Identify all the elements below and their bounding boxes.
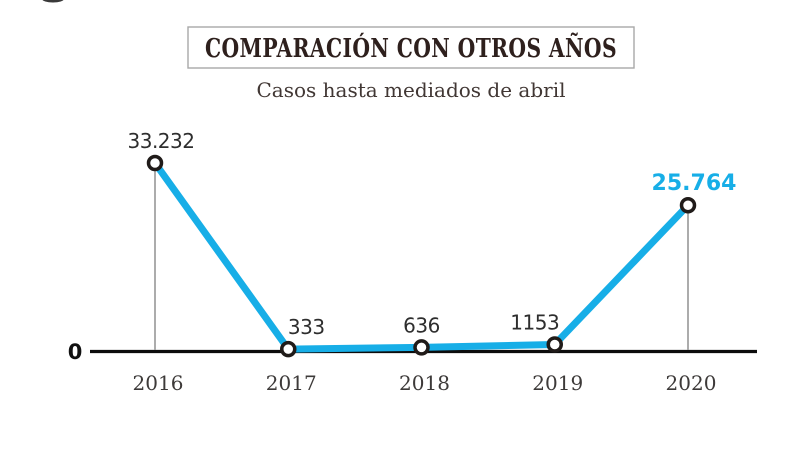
- data-point-marker: [280, 340, 297, 358]
- data-point-group: 33.232 2016: [128, 129, 195, 395]
- year-label: 2020: [666, 371, 717, 395]
- data-point-marker: [679, 196, 697, 214]
- year-label: 2019: [532, 371, 583, 395]
- value-label: 636: [403, 313, 440, 337]
- value-label: 33.232: [128, 129, 195, 153]
- zero-tick-label: 0: [68, 340, 83, 364]
- data-point-marker: [146, 154, 164, 172]
- data-point-marker: [413, 339, 430, 356]
- cropped-top-artifact: [42, 0, 64, 3]
- chart-subtitle: Casos hasta mediados de abril: [256, 78, 565, 102]
- chart-title: COMPARACIÓN CON OTROS AÑOS: [205, 32, 617, 64]
- title-box: [187, 26, 635, 69]
- value-label: 25.764: [652, 171, 737, 196]
- year-label: 2018: [399, 371, 450, 395]
- data-point-marker: [546, 336, 563, 353]
- data-point-group: 1153 2019: [510, 310, 583, 395]
- value-label: 1153: [510, 310, 559, 334]
- year-label: 2017: [266, 371, 317, 395]
- year-label: 2016: [133, 371, 184, 395]
- data-point-group: 636 2018: [399, 313, 450, 395]
- value-label: 333: [288, 315, 325, 339]
- data-point-group: 25.764 2020: [652, 171, 737, 395]
- data-point-group: 333 2017: [266, 315, 325, 395]
